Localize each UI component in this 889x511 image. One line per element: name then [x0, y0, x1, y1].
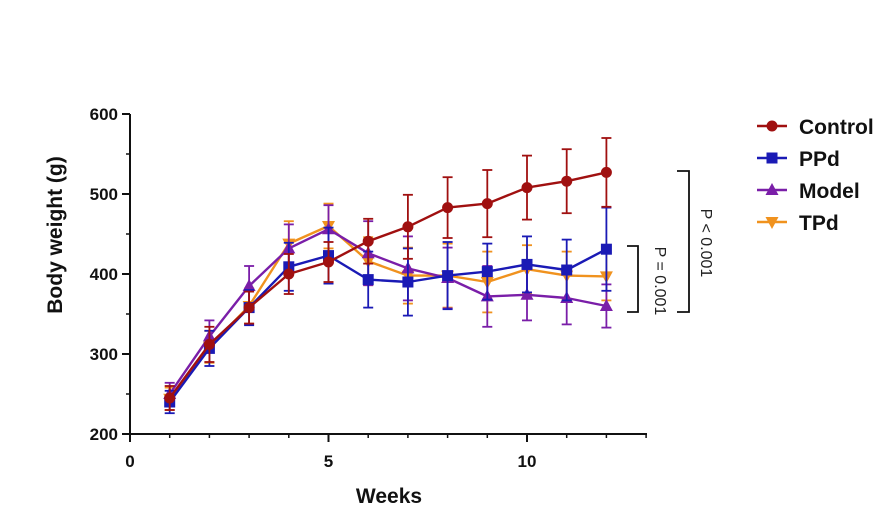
legend-label: PPd: [799, 148, 840, 171]
x-tick-label: 10: [518, 452, 537, 471]
y-tick-label: 600: [90, 105, 118, 124]
legend-label: Control: [799, 116, 874, 139]
data-point: [283, 268, 295, 280]
legend-item-ppd: PPd: [757, 148, 840, 171]
x-tick-label: 5: [324, 452, 333, 471]
bracket-control-vs-model: [677, 170, 690, 313]
legend-marker: [766, 152, 778, 164]
y-tick-label: 200: [90, 425, 118, 444]
bracket-treatment-vs-model: [627, 245, 639, 313]
legend: Control PPd Model TPd: [757, 116, 874, 235]
series-layer: [163, 137, 613, 415]
legend-item-tpd: TPd: [757, 212, 839, 235]
data-point: [561, 264, 573, 276]
series-control: [164, 137, 612, 411]
data-point: [402, 221, 414, 233]
legend-label: TPd: [799, 212, 839, 235]
series-line: [168, 171, 607, 399]
data-point: [521, 258, 533, 270]
data-point: [481, 198, 493, 210]
legend-item-control: Control: [757, 116, 874, 139]
x-tick-label: 0: [125, 452, 134, 471]
legend-marker: [765, 183, 779, 195]
legend-item-model: Model: [757, 180, 860, 203]
data-point: [164, 392, 176, 404]
y-tick-label: 500: [90, 185, 118, 204]
data-point: [323, 256, 334, 268]
data-point: [521, 182, 533, 194]
series-line: [168, 227, 607, 395]
data-point: [243, 302, 255, 314]
significance-label-1: P < 0.001: [697, 209, 714, 278]
data-point: [442, 270, 454, 282]
legend-marker: [765, 217, 779, 229]
legend-marker: [766, 120, 778, 132]
data-point: [599, 299, 613, 311]
data-point: [481, 266, 493, 278]
axes-layer: 200 300 400 500 600 0 5 10 Weeks Body weight (g): [44, 105, 647, 508]
y-axis-title: Body weight (g): [44, 156, 67, 313]
data-point: [442, 202, 454, 214]
series-line: [168, 224, 607, 400]
legend-label: Model: [799, 180, 860, 203]
annotations: P < 0.001 P = 0.001: [627, 170, 714, 316]
data-point: [362, 274, 374, 286]
y-tick-label: 300: [90, 345, 118, 364]
data-point: [242, 279, 256, 291]
data-point: [561, 175, 573, 187]
data-point: [600, 243, 612, 255]
data-point: [402, 276, 414, 288]
data-point: [362, 235, 374, 247]
data-point: [203, 338, 215, 350]
y-tick-label: 400: [90, 265, 118, 284]
x-axis-title: Weeks: [356, 485, 422, 508]
data-point: [520, 287, 534, 300]
data-point: [600, 166, 612, 178]
significance-label-2: P = 0.001: [651, 247, 668, 316]
